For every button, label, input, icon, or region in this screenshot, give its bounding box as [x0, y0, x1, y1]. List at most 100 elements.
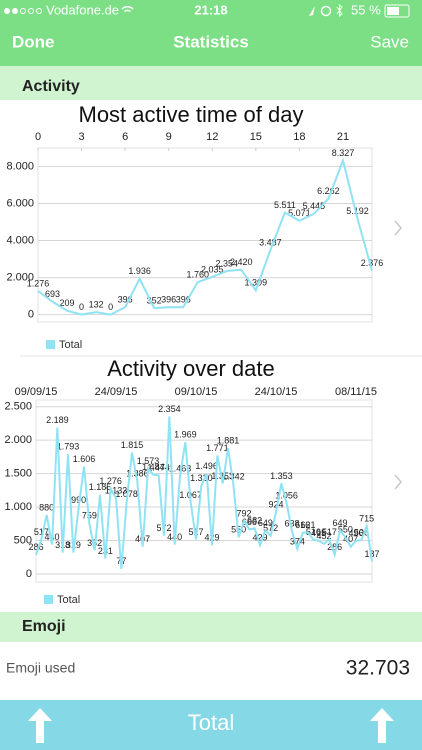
- y-tick-label: 2.000: [4, 434, 32, 446]
- up-arrow-right[interactable]: [370, 708, 394, 743]
- value-label: 452: [316, 531, 331, 541]
- value-label: 621: [300, 520, 315, 530]
- value-label: 880: [39, 502, 54, 512]
- value-label: 3.487: [259, 237, 282, 247]
- value-label: 924: [268, 500, 283, 510]
- legend-label: Total: [59, 339, 82, 351]
- chart-title: Most active time of day: [79, 102, 304, 127]
- value-label: 1.771: [206, 443, 229, 453]
- y-tick-label: 8.000: [6, 160, 34, 172]
- value-label: 649: [258, 518, 273, 528]
- x-tick-label: 21: [337, 131, 349, 143]
- row-label: Emoji used: [6, 660, 75, 676]
- wifi-icon: [121, 6, 134, 13]
- value-label: 1.185: [89, 482, 112, 492]
- value-label: 407: [343, 534, 358, 544]
- value-label: 2.035: [201, 264, 224, 274]
- x-tick-label: 24/09/15: [95, 386, 138, 398]
- value-label: 1.309: [245, 278, 268, 288]
- bluetooth-icon: [336, 3, 343, 18]
- chart-title: Activity over date: [107, 356, 275, 381]
- value-label: 396: [161, 295, 176, 305]
- section-header: [0, 612, 422, 642]
- value-label: 0: [108, 302, 113, 312]
- chevron[interactable]: [394, 220, 402, 236]
- bottom-title[interactable]: Total: [188, 710, 234, 735]
- x-tick-label: 09/09/15: [15, 386, 58, 398]
- up-arrow-left[interactable]: [28, 708, 52, 743]
- value-label: 682: [247, 516, 262, 526]
- y-tick-label: 2.000: [6, 271, 34, 283]
- value-label: 550: [338, 525, 353, 535]
- value-label: 396: [176, 295, 191, 305]
- value-label: 616: [295, 520, 310, 530]
- location-icon: [309, 6, 315, 16]
- clock: 21:18: [194, 2, 227, 17]
- value-label: 572: [263, 523, 278, 533]
- value-label: 1.353: [211, 471, 234, 481]
- nav-title: Statistics: [173, 32, 249, 51]
- x-tick-label: 24/10/15: [255, 386, 298, 398]
- value-label: 1.342: [222, 472, 245, 482]
- x-tick-label: 18: [293, 131, 305, 143]
- value-label: 286: [28, 542, 43, 552]
- value-label: 506: [354, 527, 369, 537]
- x-tick-label: 08/11/15: [335, 386, 377, 398]
- save-button[interactable]: Save: [370, 32, 409, 51]
- value-label: 374: [290, 536, 305, 546]
- value-label: 1.353: [270, 471, 293, 481]
- value-label: 209: [60, 298, 75, 308]
- x-tick-label: 12: [206, 131, 218, 143]
- value-label: 649: [332, 518, 347, 528]
- done-button[interactable]: Done: [12, 32, 55, 51]
- value-label: 2.376: [361, 258, 384, 268]
- value-label: 666: [242, 517, 257, 527]
- value-label: 693: [45, 289, 60, 299]
- data-line: [37, 157, 373, 316]
- y-tick-label: 2.500: [4, 401, 32, 413]
- battery-text: 55 %: [351, 2, 381, 17]
- value-label: 516: [306, 527, 321, 537]
- value-label: 1.936: [128, 266, 151, 276]
- y-tick-label: 0: [28, 309, 34, 321]
- row-value: 32.703: [346, 657, 410, 680]
- value-label: 715: [359, 514, 374, 524]
- legend-swatch: [46, 340, 55, 349]
- legend-swatch: [44, 595, 53, 604]
- value-label: 1.133: [105, 486, 128, 496]
- value-label: 5.511: [274, 200, 296, 210]
- value-label: 1.815: [121, 440, 144, 450]
- value-label: 1.056: [275, 491, 298, 501]
- value-label: 132: [89, 300, 104, 310]
- value-label: 1.496: [195, 461, 218, 471]
- value-label: 6.262: [317, 186, 340, 196]
- value-label: 2.354: [216, 258, 239, 268]
- signal: [4, 8, 42, 14]
- battery-level: [387, 7, 399, 15]
- value-label: 1.484: [142, 462, 165, 472]
- plot-frame: [37, 147, 373, 323]
- bottom-bar: [0, 700, 422, 750]
- y-tick-label: 500: [14, 534, 32, 546]
- value-label: 1.474: [147, 463, 170, 473]
- battery-icon: [384, 4, 410, 18]
- value-label: 352: [147, 295, 162, 305]
- value-label: 396: [118, 295, 133, 305]
- y-tick-label: 6.000: [6, 197, 34, 209]
- value-label: 1.881: [217, 435, 240, 445]
- value-label: 8.327: [332, 148, 355, 158]
- value-label: 5.192: [346, 206, 369, 216]
- y-tick-label: 4.000: [6, 234, 34, 246]
- x-tick-label: 9: [166, 131, 172, 143]
- legend-label: Total: [57, 594, 80, 606]
- value-label: 2.420: [230, 257, 253, 267]
- x-tick-label: 0: [35, 131, 41, 143]
- x-tick-label: 3: [79, 131, 85, 143]
- chevron[interactable]: [394, 474, 402, 490]
- value-label: 5.445: [303, 201, 326, 211]
- value-label: 517: [322, 527, 337, 537]
- value-label: 1.276: [99, 476, 122, 486]
- value-label: 496: [348, 528, 363, 538]
- value-label: 517: [34, 527, 49, 537]
